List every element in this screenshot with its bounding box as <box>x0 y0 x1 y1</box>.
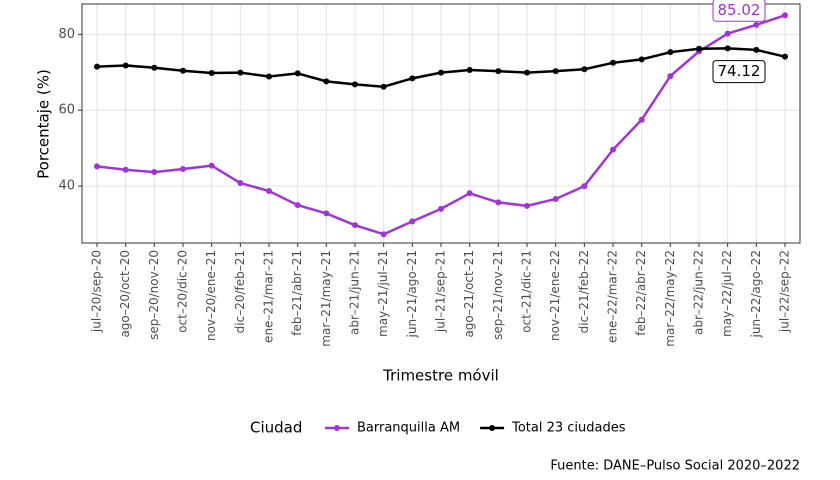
x-tick-label: dic–20/feb–21 <box>233 250 247 333</box>
point <box>638 116 645 123</box>
point <box>724 45 731 52</box>
point <box>610 146 616 153</box>
y-tick-label: 60 <box>58 103 75 118</box>
point <box>638 56 645 63</box>
legend-label: Total 23 ciudades <box>511 421 626 436</box>
point <box>524 202 530 209</box>
point <box>696 45 702 52</box>
point <box>753 46 760 53</box>
point <box>151 169 158 176</box>
data-label: 74.12 <box>718 62 761 80</box>
point <box>208 162 215 169</box>
point <box>151 64 158 71</box>
legend-swatch-point <box>334 425 340 431</box>
x-tick-label: dic–21/feb–22 <box>577 250 591 333</box>
point <box>552 195 559 202</box>
x-tick-label: may–22/jul–22 <box>720 250 734 337</box>
x-tick-label: feb–21/abr–21 <box>290 250 304 336</box>
point <box>753 21 760 28</box>
point <box>438 205 444 212</box>
x-tick-label: ago–20/oct–20 <box>118 250 132 338</box>
point <box>237 69 244 76</box>
x-tick-label: sep–20/nov–20 <box>147 250 161 340</box>
point <box>409 218 416 225</box>
point <box>323 78 330 85</box>
point <box>237 180 244 187</box>
point <box>352 222 358 229</box>
plot-border <box>81 3 801 244</box>
point <box>552 68 559 75</box>
point <box>294 70 301 77</box>
point <box>667 49 674 56</box>
point <box>495 199 502 206</box>
x-tick-label: ago–21/oct–21 <box>462 250 476 338</box>
x-tick-label: may–21/jul–21 <box>376 250 390 337</box>
x-tick-label: sep–21/nov–21 <box>491 250 505 340</box>
point <box>266 188 272 195</box>
legend-label: Barranquilla AM <box>357 421 460 436</box>
x-tick-label: oct–21/dic–21 <box>520 250 534 333</box>
x-tick-label: jul–22/sep–22 <box>778 250 792 333</box>
point <box>581 66 588 73</box>
data-label-box <box>712 0 766 22</box>
y-axis-title: Porcentaje (%) <box>35 69 53 179</box>
x-tick-label: abr–21/jun–21 <box>348 250 362 335</box>
point <box>466 67 473 74</box>
data-label: 85.02 <box>718 1 761 19</box>
y-tick-label: 40 <box>58 179 75 194</box>
point <box>495 68 502 75</box>
point <box>266 73 272 80</box>
point <box>94 163 100 170</box>
source: Fuente: DANE–Pulso Social 2020–2022 <box>550 459 800 474</box>
x-tick-label: oct–20/dic–20 <box>176 250 190 333</box>
x-tick-label: mar–21/may–21 <box>319 250 333 347</box>
x-tick-label: mar–22/may–22 <box>663 250 677 347</box>
point <box>581 183 588 190</box>
point <box>323 210 330 217</box>
point <box>94 63 100 70</box>
point <box>438 69 444 76</box>
x-tick-label: ene–21/mar–21 <box>262 250 276 343</box>
y-tick-label: 80 <box>58 27 75 42</box>
point <box>724 30 731 37</box>
point <box>782 53 788 60</box>
data-label-box <box>712 60 766 84</box>
x-tick-label: nov–21/ene–22 <box>548 250 562 341</box>
point <box>294 202 301 209</box>
x-tick-label: feb–22/abr–22 <box>634 250 648 336</box>
point <box>208 70 215 77</box>
x-axis-title: Trimestre móvil <box>382 367 499 385</box>
legend-swatch-point <box>489 425 496 431</box>
point <box>667 73 674 80</box>
point <box>409 75 416 82</box>
point <box>610 59 616 66</box>
x-tick-label: jun–21/ago–21 <box>405 250 419 338</box>
point <box>524 69 530 76</box>
point <box>466 190 473 197</box>
point <box>180 67 186 74</box>
point <box>380 83 387 90</box>
x-tick-label: nov–20/ene–21 <box>204 250 218 341</box>
point <box>380 231 387 238</box>
x-tick-label: jul–20/sep–20 <box>90 250 104 333</box>
point <box>122 166 129 173</box>
x-tick-label: ene–22/mar–22 <box>606 250 620 343</box>
point <box>352 81 358 88</box>
x-tick-label: jul–21/sep–21 <box>434 250 448 333</box>
legend-title: Ciudad <box>250 419 302 437</box>
point <box>180 166 186 173</box>
point <box>782 12 788 19</box>
point <box>122 62 129 69</box>
x-tick-label: jun–22/ago–22 <box>749 250 763 338</box>
x-tick-label: abr–22/jun–22 <box>692 250 706 335</box>
